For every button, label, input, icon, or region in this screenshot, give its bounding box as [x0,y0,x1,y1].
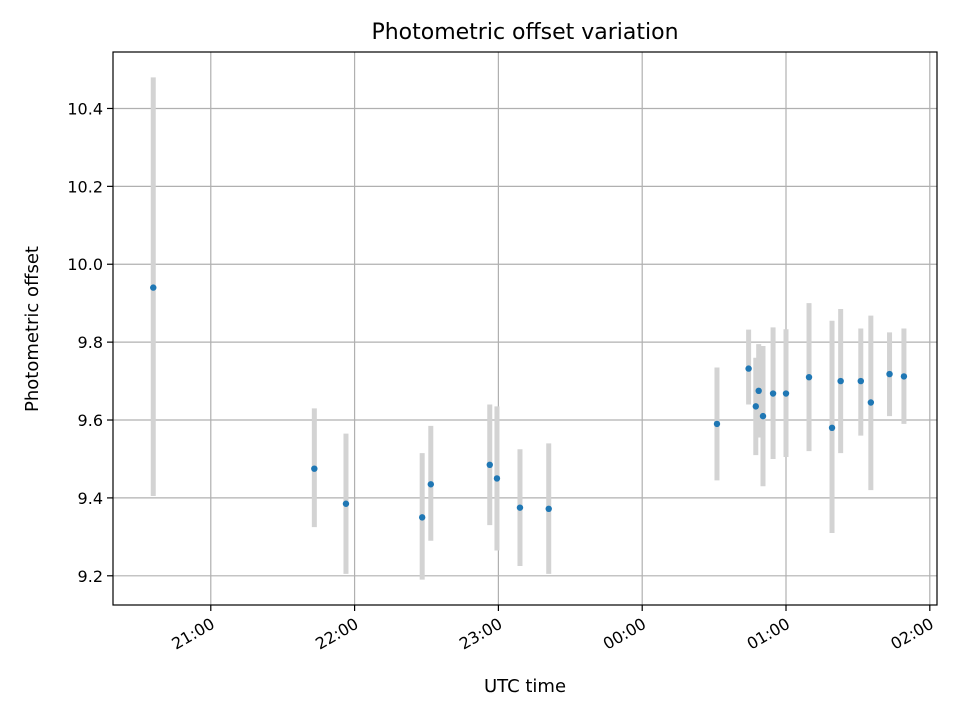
y-tick-label: 9.2 [78,567,103,586]
y-axis-label: Photometric offset [22,246,43,412]
data-point [150,284,157,291]
error-bars [150,77,907,580]
data-point [311,465,318,472]
data-point [516,504,524,511]
data-point [900,373,908,380]
y-tick-label: 9.8 [78,333,103,352]
data-point [857,377,864,385]
data-point [837,377,844,385]
y-tick-label: 9.6 [78,411,103,430]
y-axis-ticks: 9.2 9.4 9.6 9.8 10.0 10.2 10.4 [67,99,113,586]
grid-lines [113,52,937,605]
x-tick-label: 00:00 [600,614,649,654]
y-tick-label: 9.4 [78,489,103,508]
x-axis-ticks: 21:00 22:00 23:00 00:00 01:00 02:00 [168,605,937,654]
data-point [805,373,813,381]
data-point [342,500,350,507]
x-tick-label: 02:00 [887,614,936,654]
x-tick-label: 22:00 [312,614,361,654]
y-tick-label: 10.0 [67,255,103,274]
chart-title: Photometric offset variation [371,20,678,45]
data-point [545,505,552,513]
data-point [745,365,752,372]
data-point [493,475,501,482]
data-point [755,387,762,395]
y-tick-label: 10.4 [67,99,103,118]
data-point [427,481,435,488]
data-point [769,390,777,397]
data-point [752,403,760,410]
y-tick-label: 10.2 [67,177,103,196]
x-tick-label: 21:00 [168,614,217,654]
plot-frame [112,51,938,606]
data-point [782,390,790,397]
data-point [759,412,767,420]
x-axis-label: UTC time [484,676,566,697]
data-points [150,284,908,521]
data-point [486,461,493,469]
data-point [886,370,893,378]
data-point [828,424,836,432]
data-point [713,420,721,428]
x-tick-label: 01:00 [744,614,793,654]
data-point [867,399,875,406]
data-point [418,514,426,521]
x-tick-label: 23:00 [456,614,505,654]
